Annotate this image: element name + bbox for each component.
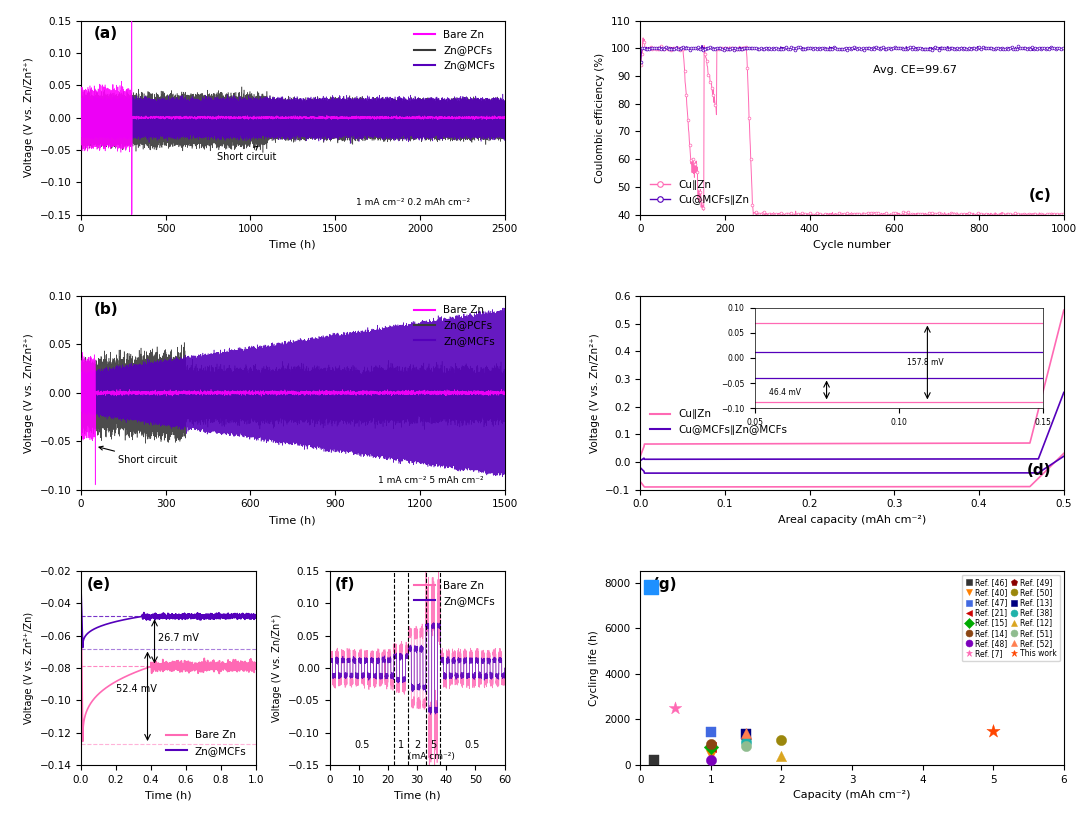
Point bbox=[666, 701, 684, 715]
X-axis label: Time (h): Time (h) bbox=[145, 791, 192, 801]
Point bbox=[773, 749, 791, 762]
Point bbox=[738, 726, 755, 739]
Point bbox=[702, 753, 719, 767]
Text: 0.5: 0.5 bbox=[354, 739, 369, 749]
Point bbox=[773, 734, 791, 747]
Point bbox=[738, 739, 755, 753]
Text: (mA cm⁻²): (mA cm⁻²) bbox=[408, 752, 455, 761]
X-axis label: Time (h): Time (h) bbox=[394, 791, 441, 801]
Text: Short circuit: Short circuit bbox=[217, 146, 275, 161]
Point bbox=[738, 734, 755, 747]
Text: (d): (d) bbox=[1027, 463, 1051, 478]
Text: (b): (b) bbox=[94, 302, 119, 317]
X-axis label: Capacity (mAh cm⁻²): Capacity (mAh cm⁻²) bbox=[793, 791, 910, 801]
Point bbox=[738, 728, 755, 741]
Text: (a): (a) bbox=[94, 26, 118, 41]
Y-axis label: Voltage (V vs. Zn/Zn²⁺): Voltage (V vs. Zn/Zn²⁺) bbox=[24, 333, 33, 452]
Point bbox=[702, 748, 719, 762]
Text: 26.7 mV: 26.7 mV bbox=[158, 633, 199, 643]
Y-axis label: Voltage (V vs. Zn²⁺/Zn): Voltage (V vs. Zn²⁺/Zn) bbox=[24, 612, 33, 724]
Legend: Cu∥Zn, Cu@MCFs∥Zn@MCFs: Cu∥Zn, Cu@MCFs∥Zn@MCFs bbox=[646, 405, 792, 438]
Point bbox=[702, 738, 719, 751]
Text: 1: 1 bbox=[399, 739, 404, 749]
Text: Avg. CE=99.67: Avg. CE=99.67 bbox=[873, 65, 957, 75]
Legend: Bare Zn, Zn@PCFs, Zn@MCFs: Bare Zn, Zn@PCFs, Zn@MCFs bbox=[410, 301, 499, 350]
Point bbox=[702, 740, 719, 753]
Point bbox=[643, 581, 660, 594]
Legend: Bare Zn, Zn@MCFs: Bare Zn, Zn@MCFs bbox=[410, 576, 499, 609]
Text: (c): (c) bbox=[1028, 188, 1051, 203]
X-axis label: Cycle number: Cycle number bbox=[813, 240, 891, 250]
X-axis label: Time (h): Time (h) bbox=[270, 515, 316, 525]
Text: Short circuit: Short circuit bbox=[99, 447, 177, 465]
Text: (g): (g) bbox=[653, 577, 677, 592]
Point bbox=[702, 725, 719, 739]
Point bbox=[985, 724, 1002, 738]
Legend: Bare Zn, Zn@PCFs, Zn@MCFs: Bare Zn, Zn@PCFs, Zn@MCFs bbox=[410, 26, 499, 74]
Point bbox=[646, 753, 663, 767]
Text: 1 mA cm⁻² 5 mAh cm⁻²: 1 mA cm⁻² 5 mAh cm⁻² bbox=[378, 476, 483, 485]
X-axis label: Areal capacity (mAh cm⁻²): Areal capacity (mAh cm⁻²) bbox=[778, 515, 927, 525]
Point bbox=[702, 740, 719, 753]
Text: (e): (e) bbox=[86, 577, 110, 592]
Y-axis label: Voltage (V vs. Zn/Zn⁺): Voltage (V vs. Zn/Zn⁺) bbox=[272, 614, 282, 722]
Legend: Cu∥Zn, Cu@MCFs∥Zn: Cu∥Zn, Cu@MCFs∥Zn bbox=[646, 176, 754, 209]
Text: 52.4 mV: 52.4 mV bbox=[116, 684, 157, 695]
Text: 1 mA cm⁻² 0.2 mAh cm⁻²: 1 mA cm⁻² 0.2 mAh cm⁻² bbox=[355, 198, 470, 207]
Point bbox=[738, 735, 755, 748]
Y-axis label: Voltage (V vs. Zn/Zn²⁺): Voltage (V vs. Zn/Zn²⁺) bbox=[590, 333, 599, 452]
Text: 0.5: 0.5 bbox=[464, 739, 481, 749]
Text: 2: 2 bbox=[414, 739, 420, 749]
Y-axis label: Voltage (V vs. Zn/Zn²⁺): Voltage (V vs. Zn/Zn²⁺) bbox=[24, 58, 33, 178]
Text: 5: 5 bbox=[430, 739, 436, 749]
Legend: Bare Zn, Zn@MCFs: Bare Zn, Zn@MCFs bbox=[162, 726, 251, 760]
Legend: Ref. [46], Ref. [40], Ref. [47], Ref. [21], Ref. [15], Ref. [14], Ref. [48], Ref: Ref. [46], Ref. [40], Ref. [47], Ref. [2… bbox=[962, 575, 1059, 661]
Y-axis label: Coulombic efficiency (%): Coulombic efficiency (%) bbox=[595, 53, 605, 183]
Y-axis label: Cycling life (h): Cycling life (h) bbox=[589, 630, 598, 706]
Text: (f): (f) bbox=[335, 577, 355, 592]
X-axis label: Time (h): Time (h) bbox=[270, 240, 316, 250]
